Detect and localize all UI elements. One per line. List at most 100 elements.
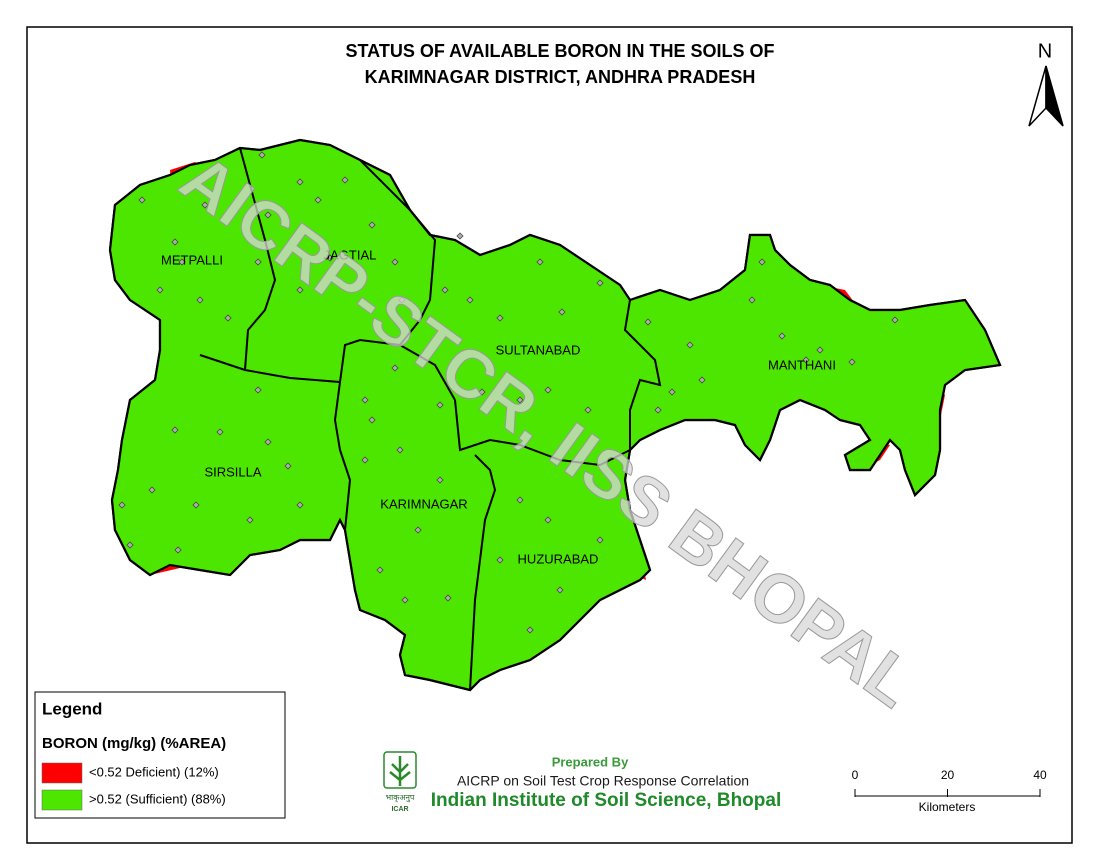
boundary [623,299,662,450]
sample-point [296,178,304,186]
sample-point [396,446,404,454]
sample-point [748,296,756,304]
sample-point [391,258,399,266]
legend-entries: <0.52 Deficient) (12%) >0.52 (Sufficient)… [41,762,226,811]
boundary [454,399,631,467]
sample-point [138,196,146,204]
credit-prepared: Prepared By [552,754,629,769]
sample-points [118,151,899,634]
legend-swatch [41,762,83,784]
sample-point [456,232,464,240]
sample-point [414,526,422,534]
sample-point [526,626,534,634]
sample-point [196,296,204,304]
sample-point [398,296,406,304]
district-label: HUZURABAD [518,551,599,566]
sample-point [224,314,232,322]
legend-label: >0.52 (Sufficient) (88%) [89,791,226,806]
sample-point [368,416,376,424]
sample-point [368,221,376,229]
district-label: KARIMNAGAR [380,496,467,511]
legend-label: <0.52 Deficient) (12%) [89,764,219,779]
logo-wheat [389,756,411,786]
sample-point [516,396,524,404]
sample-point [296,286,304,294]
sample-point [536,258,544,266]
scale-bar: Kilometers 0 20 40 [852,768,1047,814]
boundary [359,159,437,346]
sample-point [254,258,262,266]
sample-point [216,428,224,436]
sample-point [584,406,592,414]
sample-point [802,356,810,364]
sample-point [478,388,486,396]
credit-program: AICRP on Soil Test Crop Response Correla… [457,773,749,789]
sample-point [264,211,272,219]
sample-point [126,541,134,549]
scale-tick-label: 20 [941,768,955,782]
legend: Legend BORON (mg/kg) (%AREA) <0.52 Defic… [34,691,286,819]
logo-text: ICAR [391,806,408,813]
logo-hindi: भाकृअनुप [386,793,415,803]
legend-swatch [41,789,83,811]
sample-point [596,536,604,544]
sample-point [848,358,856,366]
district-label: JAGTIAL [324,247,377,262]
sample-point [436,401,444,409]
sample-point [258,151,266,159]
sample-point [254,386,262,394]
sample-point [361,456,369,464]
scale-tick-label: 40 [1033,768,1047,782]
sample-point [698,376,706,384]
title: STATUS OF AVAILABLE BORON IN THE SOILS O… [346,41,775,61]
sample-point [284,462,292,470]
north-arrow: N [1028,40,1064,127]
sample-point [558,308,566,316]
sample-point [444,594,452,602]
district-label: METPALLI [161,252,223,267]
sample-point [171,426,179,434]
credit-institute: Indian Institute of Soil Science, Bhopal [431,790,781,811]
boundary [333,381,352,531]
sample-point [264,438,272,446]
sample-point [891,316,899,324]
sample-point [436,476,444,484]
boundary [239,147,277,371]
sample-point [778,332,786,340]
sample-point [516,496,524,504]
scale-tick-label: 0 [852,768,859,782]
sample-point [148,486,156,494]
district-label: SIRSILLA [204,464,261,479]
sample-point [341,176,349,184]
sample-point [178,258,186,266]
boundary [199,338,456,401]
sample-point [556,586,564,594]
sample-point [376,566,384,574]
sample-point [816,346,824,354]
sample-point [118,501,126,509]
north-label: N [1038,40,1052,62]
sample-point [544,516,552,524]
sample-point [192,501,200,509]
district-label: MANTHANI [768,357,836,372]
sample-point [496,556,504,564]
district-label: SULTANABAD [496,342,581,357]
legend-title: Legend [42,699,102,718]
sample-point [654,406,662,414]
sample-point [758,258,766,266]
sample-point [596,279,604,287]
sample-point [401,596,409,604]
boundary [469,454,497,691]
sample-point [296,501,304,509]
sample-point [668,388,676,396]
sample-point [391,364,399,372]
title: KARIMNAGAR DISTRICT, ANDHRA PRADESH [365,67,756,87]
scale-unit: Kilometers [919,800,976,814]
district-boundaries [199,147,662,691]
sample-point [201,201,209,209]
sample-point [361,396,369,404]
sample-point [496,314,504,322]
arrow [1045,65,1064,127]
sample-point [466,296,474,304]
